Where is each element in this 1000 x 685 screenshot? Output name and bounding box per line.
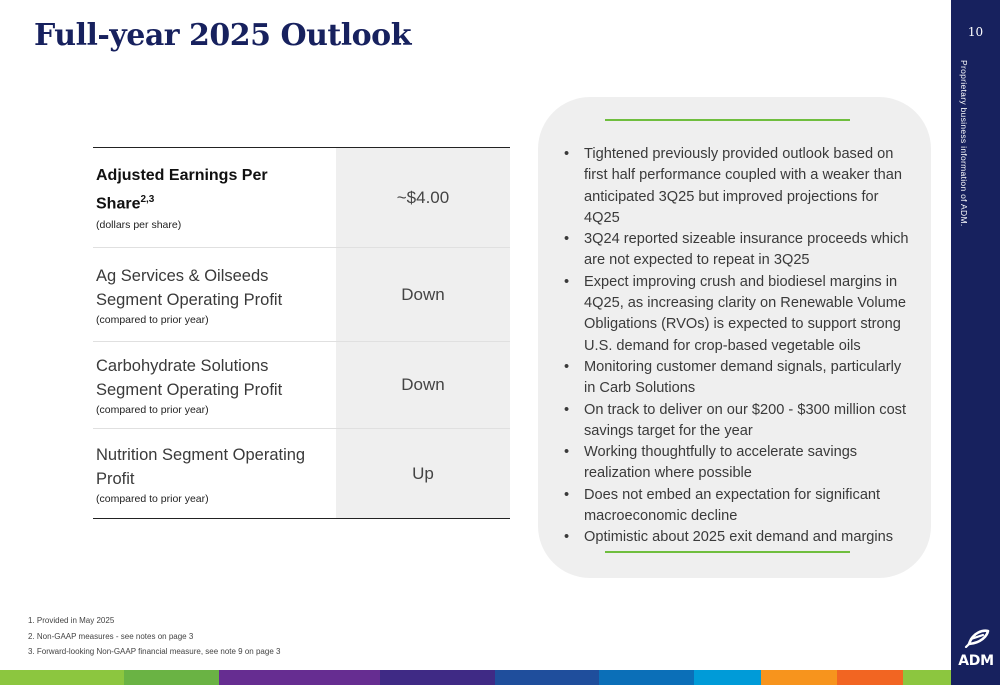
accent-divider — [605, 119, 850, 121]
color-bar-segment — [380, 670, 495, 685]
footnote: 2. Non-GAAP measures - see notes on page… — [28, 631, 194, 641]
row-value: Up — [336, 429, 510, 518]
confidentiality-note: Proprietary business information of ADM. — [959, 60, 969, 227]
row-sublabel: (compared to prior year) — [96, 492, 209, 505]
footnote-reference: 2,3 — [140, 194, 155, 206]
row-label: Adjusted Earnings Per Share2,3 — [96, 164, 330, 216]
adm-leaf-icon — [964, 629, 990, 649]
list-item: Working thoughtfully to accelerate savin… — [560, 442, 915, 485]
row-sublabel: (compared to prior year) — [96, 313, 209, 326]
list-item: Does not embed an expectation for signif… — [560, 485, 915, 528]
adm-logo: ADM — [957, 628, 995, 669]
commentary-list: Tightened previously provided outlook ba… — [560, 144, 915, 549]
color-bar-segment — [836, 670, 904, 685]
brand-color-bar — [0, 670, 951, 685]
row-label-cell: Carbohydrate Solutions Segment Operating… — [93, 342, 336, 428]
commentary-panel: Tightened previously provided outlook ba… — [538, 97, 931, 578]
table-row: Carbohydrate Solutions Segment Operating… — [93, 342, 510, 429]
page-number: 10 — [967, 25, 984, 39]
color-bar-segment — [760, 670, 837, 685]
table-row: Ag Services & Oilseeds Segment Operating… — [93, 248, 510, 342]
row-sublabel: (compared to prior year) — [96, 404, 209, 416]
color-bar-segment — [903, 670, 951, 685]
row-value: Down — [336, 342, 510, 428]
list-item: Monitoring customer demand signals, part… — [560, 357, 915, 400]
color-bar-segment — [599, 670, 695, 685]
row-label: Carbohydrate Solutions Segment Operating… — [96, 357, 283, 399]
color-bar-segment — [494, 670, 600, 685]
list-item: On track to deliver on our $200 - $300 m… — [560, 400, 915, 443]
footnote: 1. Provided in May 2025 — [28, 616, 115, 625]
row-label-cell: Adjusted Earnings Per Share2,3 (dollars … — [93, 148, 336, 247]
row-label-cell: Ag Services & Oilseeds Segment Operating… — [93, 248, 336, 341]
color-bar-segment — [123, 670, 219, 685]
color-bar-segment — [0, 670, 124, 685]
list-item: Optimistic about 2025 exit demand and ma… — [560, 527, 915, 549]
row-label-cell: Nutrition Segment Operating Profit (comp… — [93, 429, 336, 518]
list-item: 3Q24 reported sizeable insurance proceed… — [560, 229, 915, 272]
footnotes: 1. Provided in May 2025 2. Non-GAAP meas… — [28, 613, 280, 660]
row-sublabel: (dollars per share) — [96, 218, 182, 231]
list-item: Tightened previously provided outlook ba… — [560, 144, 915, 229]
row-value: Down — [336, 248, 510, 341]
row-label: Ag Services & Oilseeds Segment Operating… — [96, 266, 283, 309]
accent-divider — [605, 551, 850, 553]
row-label-text: Adjusted Earnings Per Share — [96, 167, 268, 213]
page-title: Full-year 2025 Outlook — [34, 18, 411, 53]
list-item: Expect improving crush and biodiesel mar… — [560, 272, 915, 357]
row-label: Nutrition Segment Operating Profit — [96, 445, 306, 488]
sidebar: 10 Proprietary business information of A… — [951, 0, 1000, 685]
color-bar-segment — [694, 670, 761, 685]
table-row: Adjusted Earnings Per Share2,3 (dollars … — [93, 148, 510, 248]
table-row: Nutrition Segment Operating Profit (comp… — [93, 429, 510, 518]
footnote: 3. Forward-looking Non-GAAP financial me… — [28, 647, 281, 656]
logo-wordmark: ADM — [958, 653, 994, 669]
row-value: ~$4.00 — [336, 148, 510, 247]
color-bar-segment — [218, 670, 381, 685]
outlook-table: Adjusted Earnings Per Share2,3 (dollars … — [93, 147, 510, 519]
